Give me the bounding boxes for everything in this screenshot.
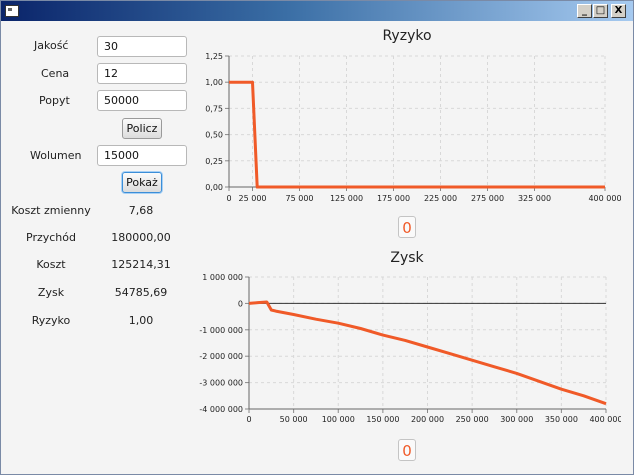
x-tick-label: 50 000 [280, 415, 308, 424]
x-tick-label: 400 000 [588, 194, 621, 203]
przychod-value: 180000,00 [111, 231, 171, 244]
cena-label: Cena [41, 67, 70, 80]
popyt-label: Popyt [39, 94, 70, 107]
jakosc-input[interactable]: 30 [97, 36, 187, 57]
y-tick-label: 0,75 [205, 104, 223, 113]
minimize-button[interactable]: _ [577, 4, 592, 18]
x-tick-label: 350 000 [545, 415, 578, 424]
y-tick-label: 1,00 [205, 78, 223, 87]
y-tick-label: 0 [238, 299, 243, 308]
zysk-badge: 0 [398, 439, 416, 461]
x-tick-label: 250 000 [456, 415, 489, 424]
zysk-value: 54785,69 [114, 286, 168, 299]
koszt-label: Koszt [36, 258, 66, 271]
ryzyko-value: 1,00 [128, 314, 154, 327]
series-line [248, 300, 607, 406]
jakosc-label: Jakość [34, 39, 69, 52]
x-tick-label: 75 000 [286, 194, 314, 203]
x-tick-label: 100 000 [322, 415, 355, 424]
x-tick-label: 150 000 [366, 415, 399, 424]
x-tick-label: 25 000 [239, 194, 267, 203]
y-tick-label: 1 000 000 [202, 273, 243, 282]
x-tick-label: 275 000 [471, 194, 504, 203]
y-tick-label: -3 000 000 [199, 379, 243, 388]
ryzyko-chart-title: Ryzyko [382, 28, 432, 44]
ryzyko-chart: 0,00 0,25 0,50 0,75 1,00 1,25 0 25 000 75 000 125… [205, 52, 621, 203]
title-bar[interactable]: _ □ X [1, 1, 633, 21]
maximize-button[interactable]: □ [593, 4, 608, 18]
ryzyko-label: Ryzyko [31, 314, 71, 327]
x-tick-label: 400 000 [589, 415, 621, 424]
y-tick-label: 0,50 [205, 131, 223, 140]
app-icon [5, 5, 19, 17]
x-tick-label: 0 [246, 415, 251, 424]
x-tick-label: 225 000 [424, 194, 457, 203]
x-tick-label: 200 000 [411, 415, 444, 424]
zysk-label: Zysk [37, 286, 65, 299]
close-button[interactable]: X [611, 4, 626, 18]
y-tick-label: 0,25 [205, 157, 223, 166]
policz-button[interactable]: Policz [122, 118, 162, 139]
x-tick-label: 125 000 [330, 194, 363, 203]
wolumen-input[interactable]: 15000 [97, 145, 187, 166]
x-tick-label: 0 [226, 194, 231, 203]
zysk-chart: -4 000 000 -3 000 000 -2 000 000 -1 000 000… [199, 273, 621, 424]
koszt-value: 125214,31 [111, 258, 171, 271]
y-tick-label: 0,00 [205, 183, 223, 192]
koszt-zmienny-label: Koszt zmienny [11, 204, 91, 217]
zysk-chart-title: Zysk [390, 250, 424, 266]
cena-input[interactable]: 12 [97, 63, 187, 84]
y-tick-label: 1,25 [205, 52, 223, 61]
ryzyko-badge: 0 [398, 216, 416, 238]
przychod-label: Przychód [26, 231, 76, 244]
y-tick-label: -1 000 000 [199, 326, 243, 335]
y-tick-label: -4 000 000 [199, 405, 243, 414]
wolumen-label: Wolumen [30, 149, 82, 162]
x-tick-label: 325 000 [518, 194, 551, 203]
koszt-zmienny-value: 7,68 [128, 204, 154, 217]
popyt-input[interactable]: 50000 [97, 90, 187, 111]
x-tick-label: 175 000 [377, 194, 410, 203]
y-tick-label: -2 000 000 [199, 352, 243, 361]
series-line [229, 80, 605, 189]
x-tick-label: 300 000 [500, 415, 533, 424]
pokaz-button[interactable]: Pokaż [122, 172, 162, 193]
